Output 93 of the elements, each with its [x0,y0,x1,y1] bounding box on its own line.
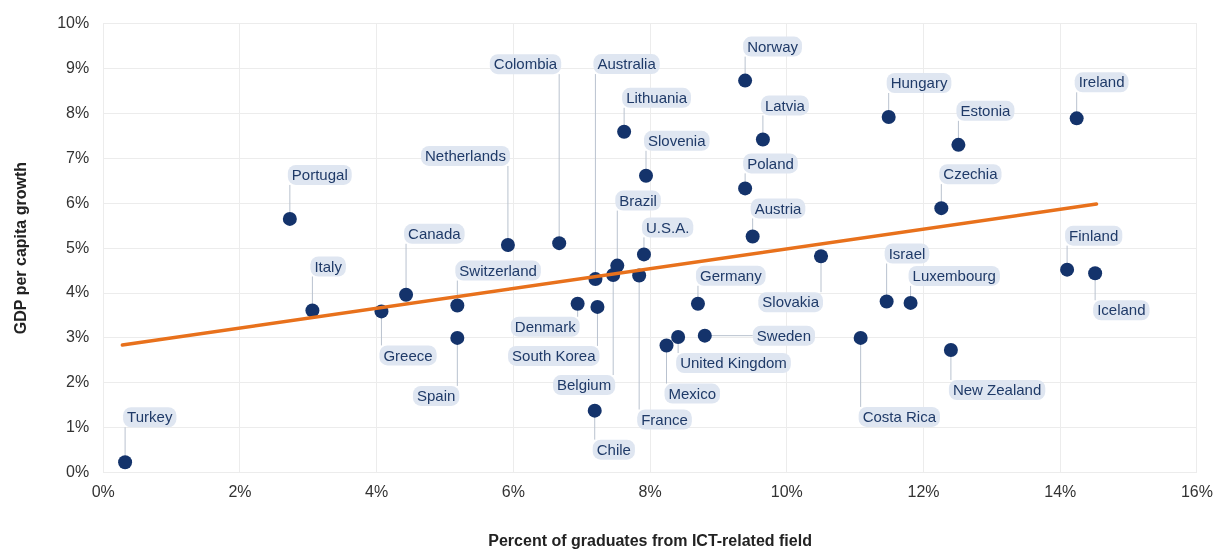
annotation: Greece [383,346,433,364]
point [738,73,753,88]
x-tick-label: 6% [501,482,525,500]
point [118,455,133,470]
point [671,330,686,344]
point [943,343,958,358]
annotation: Chile [596,440,631,458]
y-tick-label: 3% [66,328,90,346]
annotation: Switzerland [459,261,537,279]
y-tick-label: 4% [66,283,90,301]
x-tick-label: 16% [1180,482,1213,500]
y-tick-label: 5% [66,238,90,256]
x-tick-label: 4% [365,482,389,500]
annotation: Turkey [127,408,173,426]
annotation: Spain [416,387,456,405]
point [934,201,949,216]
x-tick-label: 10% [770,482,803,500]
annotation: Iceland [1097,301,1146,319]
annotation: Slovenia [648,131,707,149]
annotation: United Kingdom [680,354,787,372]
y-axis-title: GDP per capita growth [12,162,30,335]
point [853,330,868,345]
point [745,229,760,244]
annotation: Australia [597,55,657,73]
point [399,287,414,302]
point [738,181,753,196]
annotation: Sweden [756,326,812,344]
point [951,137,966,152]
point [659,338,674,353]
annotation: U.S.A. [645,218,690,236]
annotation: Czechia [943,165,999,183]
point [639,168,653,183]
point [636,247,651,262]
x-tick-label: 2% [228,482,252,500]
point [755,132,770,147]
point [570,296,585,311]
y-tick-label: 7% [66,148,90,166]
y-tick-label: 6% [66,193,90,211]
annotation: Netherlands [425,147,506,165]
annotation: New Zealand [952,381,1042,399]
annotation: Portugal [291,166,348,184]
point [450,298,465,313]
annotation: Latvia [764,96,806,114]
annotation: Hungary [890,74,948,92]
annotation: Germany [699,266,763,284]
point [1060,262,1075,277]
x-tick-label: 14% [1044,482,1077,500]
annotation: Israel [888,244,926,262]
point [552,236,567,251]
annotation: South Korea [512,347,597,365]
annotation: Finland [1069,226,1119,244]
y-tick-label: 2% [66,373,90,391]
annotation: Denmark [514,317,577,335]
point [697,328,712,343]
y-tick-label: 9% [66,58,90,76]
point [617,124,632,139]
point [1069,111,1084,126]
y-tick-label: 1% [66,418,90,436]
annotation: Colombia [493,55,558,73]
annotation: France [641,410,688,428]
annotation: Mexico [668,384,717,402]
annotation: Canada [408,224,462,242]
point [500,237,515,252]
point [1088,266,1103,281]
point [282,211,297,226]
point [590,299,605,314]
point [814,249,829,264]
annotation: Italy [314,257,343,275]
annotation: Luxembourg [912,267,996,285]
x-axis-title: Percent of graduates from ICT-related field [488,531,812,549]
annotation: Poland [747,154,794,172]
annotation: Lithuania [626,88,688,106]
annotation: Austria [754,199,802,217]
point [879,294,894,309]
point [903,295,918,310]
x-tick-label: 0% [91,482,115,500]
annotation: Ireland [1078,73,1125,91]
annotation: Norway [747,37,799,55]
point [690,296,705,311]
point [587,403,602,418]
x-tick-label: 8% [638,482,662,500]
annotation: Slovakia [762,293,820,311]
annotation: Belgium [557,376,612,394]
y-tick-label: 0% [66,463,90,481]
point [881,109,896,124]
point [450,330,465,345]
point [610,258,625,273]
annotation: Brazil [619,191,657,209]
y-tick-label: 10% [57,14,90,32]
y-tick-label: 8% [66,103,90,121]
annotation: Estonia [960,101,1012,119]
x-tick-label: 12% [907,482,940,500]
annotation: Costa Rica [862,408,937,426]
